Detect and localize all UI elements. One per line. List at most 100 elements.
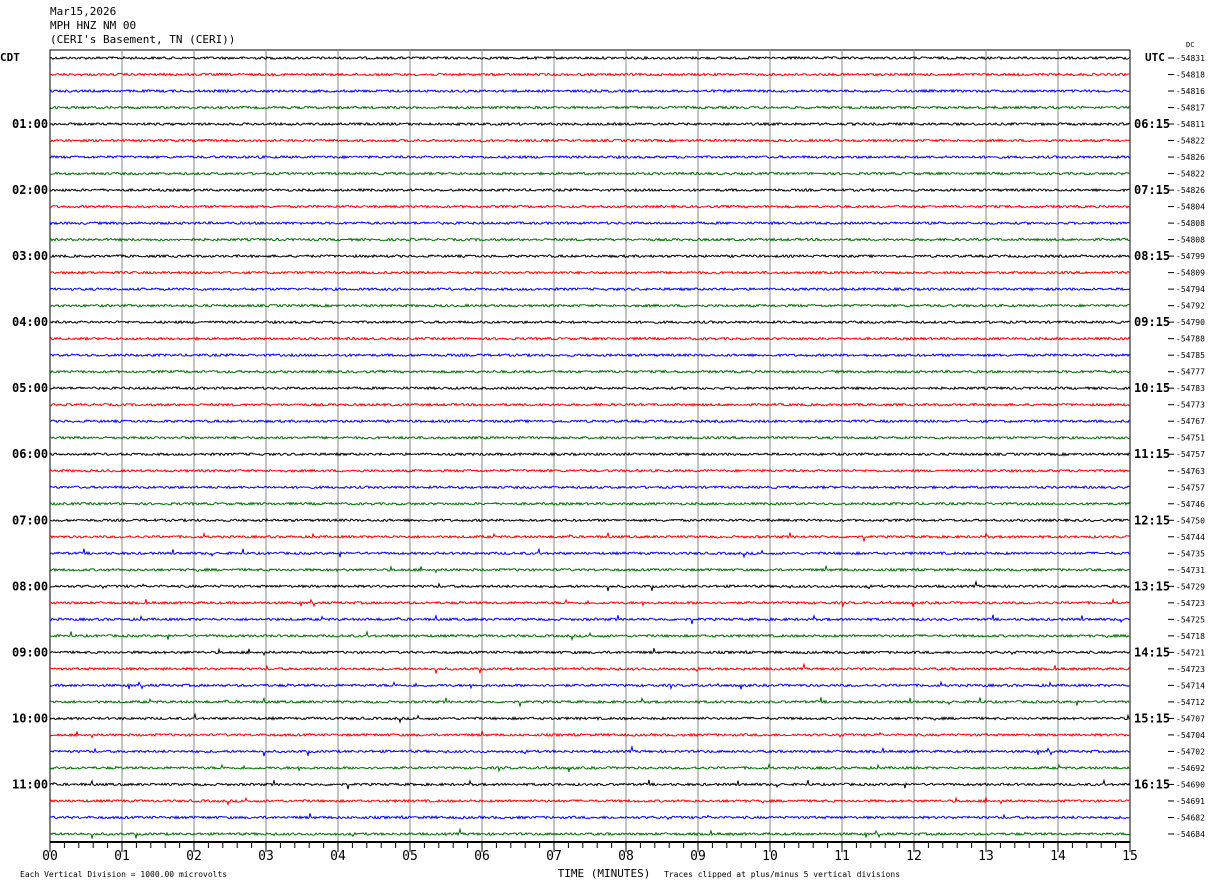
dc-offset-label: -54822 bbox=[1176, 137, 1205, 146]
seismic-trace bbox=[49, 468, 1131, 474]
dc-offset-label: -54788 bbox=[1176, 335, 1205, 344]
x-tick-label: 04 bbox=[330, 849, 346, 864]
utc-hour-label: 12:15 bbox=[1134, 513, 1170, 527]
x-tick-label: 08 bbox=[618, 849, 634, 864]
dc-offset-label: -54757 bbox=[1176, 483, 1205, 492]
location-label: (CERI's Basement, TN (CERI)) bbox=[50, 33, 236, 46]
dc-offset-label: -54751 bbox=[1176, 434, 1205, 443]
utc-hour-label: 11:15 bbox=[1134, 447, 1170, 461]
dc-offset-label: -54731 bbox=[1176, 566, 1205, 575]
dc-offset-label: -54712 bbox=[1176, 698, 1205, 707]
dc-offset-label: -54773 bbox=[1176, 401, 1205, 410]
dc-offset-label: -54767 bbox=[1176, 417, 1205, 426]
station-label: MPH HNZ NM 00 bbox=[50, 19, 137, 32]
plot-frame bbox=[49, 49, 1131, 843]
cdt-hour-label: 02:00 bbox=[12, 183, 48, 197]
seismic-trace bbox=[49, 696, 1131, 707]
dc-offset-label: -54817 bbox=[1176, 104, 1205, 113]
seismic-trace bbox=[49, 564, 1131, 574]
dc-offset-label: -54792 bbox=[1176, 302, 1205, 311]
seismic-trace bbox=[49, 286, 1131, 292]
cdt-hour-label: 03:00 bbox=[12, 249, 48, 263]
seismic-trace bbox=[49, 418, 1131, 424]
dc-offset-label: -54746 bbox=[1176, 500, 1205, 509]
dc-offset-label: -54691 bbox=[1176, 797, 1205, 806]
clip-note: Traces clipped at plus/minus 5 vertical … bbox=[664, 870, 900, 879]
dc-offset-label: -54818 bbox=[1176, 71, 1205, 80]
dc-offset-label: -54692 bbox=[1176, 764, 1205, 773]
seismic-trace bbox=[49, 270, 1131, 276]
cdt-hour-label: 10:00 bbox=[12, 711, 48, 725]
seismic-trace bbox=[49, 597, 1131, 608]
dc-offset-label: -54831 bbox=[1176, 54, 1205, 63]
seismic-trace bbox=[49, 55, 1131, 61]
seismic-trace bbox=[49, 451, 1131, 457]
utc-hour-label: 13:15 bbox=[1134, 579, 1170, 593]
seismic-trace bbox=[49, 778, 1131, 790]
cdt-hour-label: 01:00 bbox=[12, 117, 48, 131]
cdt-hour-label: 07:00 bbox=[12, 513, 48, 527]
dc-offset-label: -54723 bbox=[1176, 599, 1205, 608]
seismic-trace bbox=[49, 72, 1131, 77]
seismic-trace bbox=[49, 319, 1131, 325]
seismic-trace bbox=[49, 385, 1131, 391]
seismic-trace bbox=[49, 547, 1131, 559]
seismic-trace bbox=[49, 680, 1130, 691]
scale-note: Each Vertical Division = 1000.00 microvo… bbox=[20, 870, 227, 879]
dc-offset-label: -54714 bbox=[1176, 681, 1205, 690]
seismic-trace bbox=[49, 88, 1131, 94]
seismic-trace bbox=[49, 662, 1131, 674]
dc-offset-label: -54707 bbox=[1176, 714, 1205, 723]
dc-offset-label: -54808 bbox=[1176, 236, 1205, 245]
dc-offset-label: -54790 bbox=[1176, 318, 1205, 327]
seismic-trace bbox=[49, 204, 1131, 210]
dc-offset-label: -54785 bbox=[1176, 351, 1205, 360]
dc-offset-label: -54682 bbox=[1176, 813, 1205, 822]
x-tick-label: 07 bbox=[546, 849, 562, 864]
seismic-trace bbox=[50, 579, 1131, 592]
seismic-trace bbox=[49, 712, 1131, 724]
x-axis-label: TIME (MINUTES) bbox=[558, 867, 651, 880]
seismic-trace bbox=[49, 121, 1131, 127]
seismic-trace bbox=[49, 501, 1131, 507]
seismic-trace bbox=[49, 484, 1131, 490]
cdt-hour-label: 05:00 bbox=[12, 381, 48, 395]
x-tick-label: 11 bbox=[834, 849, 850, 864]
seismic-trace bbox=[49, 744, 1131, 757]
x-tick-label: 12 bbox=[906, 849, 922, 864]
left-timezone-label: CDT bbox=[0, 51, 20, 64]
cdt-hour-label: 11:00 bbox=[12, 777, 48, 791]
utc-hour-label: 08:15 bbox=[1134, 249, 1170, 263]
seismic-trace bbox=[49, 303, 1131, 309]
x-tick-label: 09 bbox=[690, 849, 706, 864]
x-tick-label: 13 bbox=[978, 849, 994, 864]
dc-offset-label: -54750 bbox=[1176, 516, 1205, 525]
seismic-trace bbox=[49, 531, 1131, 542]
dc-offset-label: -54799 bbox=[1176, 252, 1205, 261]
x-tick-label: 00 bbox=[42, 849, 58, 864]
seismic-trace bbox=[49, 614, 1131, 625]
utc-hour-label: 10:15 bbox=[1134, 381, 1170, 395]
cdt-hour-label: 06:00 bbox=[12, 447, 48, 461]
seismic-trace bbox=[49, 220, 1131, 226]
utc-hour-label: 09:15 bbox=[1134, 315, 1170, 329]
dc-offset-label: -54744 bbox=[1176, 533, 1205, 542]
x-tick-label: 03 bbox=[258, 849, 274, 864]
utc-hour-label: 15:15 bbox=[1134, 711, 1170, 725]
dc-offset-label: -54723 bbox=[1176, 665, 1205, 674]
x-tick-label: 14 bbox=[1050, 849, 1066, 864]
dc-offset-label: -54763 bbox=[1176, 467, 1205, 476]
dc-offset-label: -54822 bbox=[1176, 170, 1205, 179]
utc-hour-label: 06:15 bbox=[1134, 117, 1170, 131]
right-timezone-label: UTC bbox=[1145, 51, 1165, 64]
dc-offset-label: -54690 bbox=[1176, 780, 1205, 789]
seismic-trace bbox=[49, 187, 1130, 193]
dc-offset-label: -54809 bbox=[1176, 269, 1205, 278]
x-tick-label: 15 bbox=[1122, 849, 1138, 864]
seismic-trace bbox=[49, 336, 1131, 342]
dc-offset-label: -54718 bbox=[1176, 632, 1205, 641]
seismic-trace bbox=[49, 369, 1131, 375]
seismic-trace bbox=[49, 253, 1131, 259]
dc-offset-label: -54808 bbox=[1176, 219, 1205, 228]
